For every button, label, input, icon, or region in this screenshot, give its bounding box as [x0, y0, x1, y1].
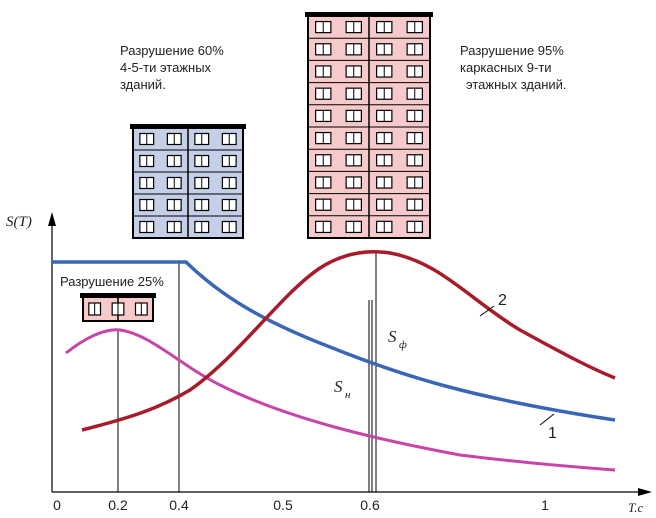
building-label: Разрушение 95% [460, 43, 564, 58]
x-tick-label: 0.4 [169, 497, 189, 513]
marker-subscript: н [345, 389, 351, 401]
y-label: S(T) [6, 214, 32, 230]
x-label: T.c [628, 500, 644, 513]
marker-symbol: S [388, 327, 397, 346]
x-arrow [638, 488, 652, 496]
diagram: S(T) T.c 1 2 S н S ф 0 0.2 0.4 0.5 0.6 1 Разр… [0, 0, 656, 513]
x-tick-label: 0.2 [108, 497, 128, 513]
building-label: каркасных 9-ти [460, 60, 552, 75]
x-tick-label: 1 [541, 497, 549, 513]
x-tick-label: 0.6 [360, 497, 380, 513]
building-label: Разрушение 60% [120, 43, 224, 58]
marker-symbol: S [334, 377, 343, 396]
building-medium [130, 124, 246, 238]
building-label: зданий. [120, 77, 166, 92]
curve-label: 2 [498, 292, 507, 309]
curve-label: 1 [548, 425, 557, 442]
x-ticks: 0 0.2 0.4 0.5 0.6 1 [53, 497, 549, 513]
y-arrow [48, 212, 56, 226]
x-tick-label: 0.5 [273, 497, 293, 513]
x-tick-label: 0 [53, 497, 61, 513]
building-tall [305, 12, 433, 238]
building-label: Разрушение 25% [60, 274, 164, 289]
marker-subscript: ф [399, 339, 407, 351]
building-label: этажных зданий. [466, 77, 567, 92]
building-label: 4-5-ти этажных [120, 60, 212, 75]
leader-1 [540, 414, 554, 425]
building-small [80, 293, 156, 321]
